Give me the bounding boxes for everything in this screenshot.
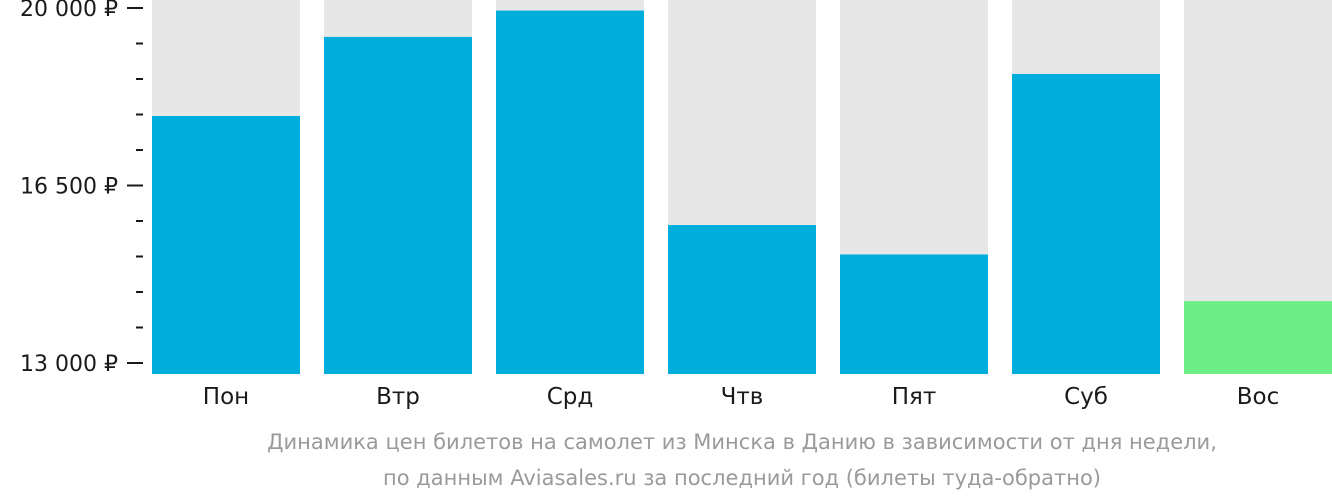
bar[interactable]: [1012, 73, 1160, 374]
bar[interactable]: [152, 116, 300, 375]
x-tick-label: Вос: [1237, 384, 1280, 410]
x-tick-label: Втр: [376, 384, 420, 410]
bar[interactable]: [324, 36, 472, 375]
y-tick-label: 20 000 ₽: [20, 0, 118, 22]
chart-caption-line-1: Динамика цен билетов на самолет из Минск…: [267, 430, 1217, 454]
bars: [152, 0, 1332, 375]
bar[interactable]: [840, 254, 988, 374]
chart-caption-line-2: по данным Aviasales.ru за последний год …: [383, 466, 1101, 490]
x-tick-label: Суб: [1064, 384, 1108, 410]
x-tick-label: Пят: [892, 384, 937, 410]
x-tick-label: Чтв: [721, 384, 764, 410]
bar[interactable]: [1184, 301, 1332, 374]
y-tick-label: 13 000 ₽: [20, 352, 118, 377]
x-tick-label: Срд: [547, 384, 594, 410]
y-axis: 20 000 ₽ 16 500 ₽ 13 000 ₽: [20, 0, 143, 377]
bar[interactable]: [668, 225, 816, 374]
y-tick-label: 16 500 ₽: [20, 175, 118, 200]
x-axis: Пон Втр Срд Чтв Пят Суб Вос: [203, 384, 1279, 410]
bar[interactable]: [496, 10, 644, 375]
x-tick-label: Пон: [203, 384, 249, 410]
